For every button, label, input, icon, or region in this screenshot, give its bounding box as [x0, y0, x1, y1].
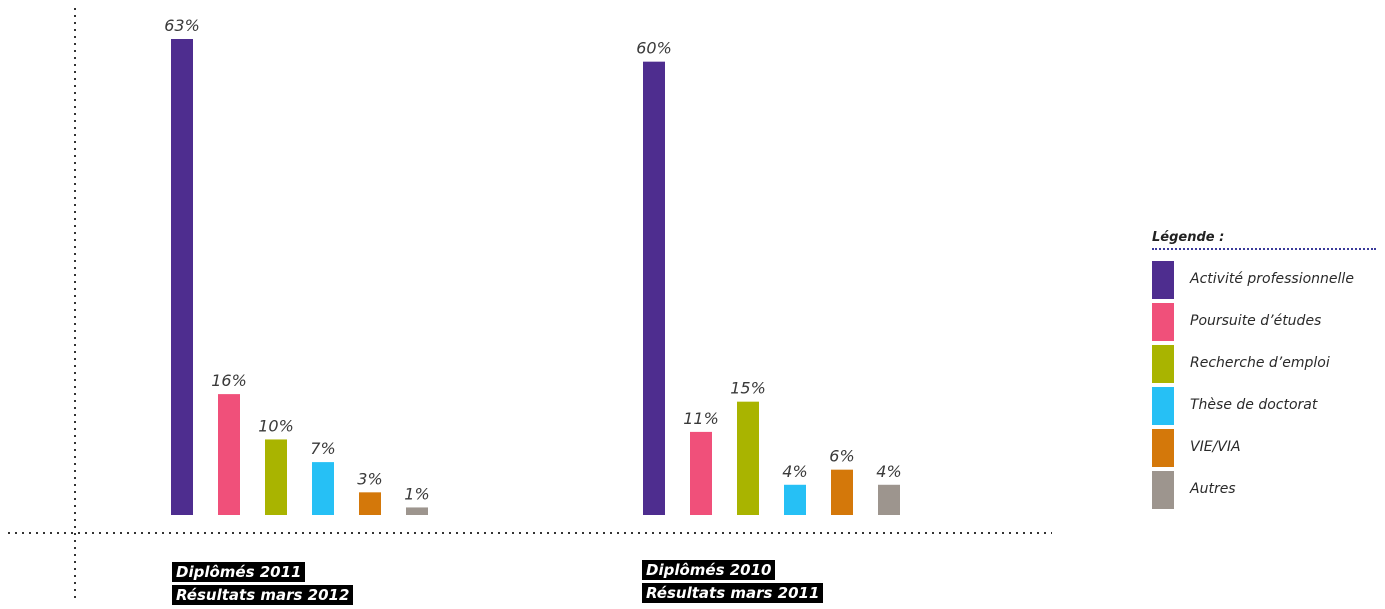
bars-layer: [171, 39, 900, 516]
bar-diplomes-2011-vie-via: [359, 492, 381, 515]
legend-swatch: [1152, 429, 1174, 467]
legend-title: Légende :: [1152, 230, 1225, 245]
legend-item-recherche: Recherche d’emploi: [1152, 345, 1376, 387]
bar-diplomes-2010-activite-professionnelle: [643, 61, 665, 516]
group-caption-2010: Diplômés 2010 Résultats mars 2011: [642, 560, 824, 606]
legend-swatch: [1152, 471, 1174, 509]
group-caption-2011: Diplômés 2011 Résultats mars 2012: [172, 562, 354, 608]
legend-label: Activité professionnelle: [1190, 271, 1354, 287]
value-label-diplomes-2010-poursuite-d-etudes: 11%: [683, 409, 719, 428]
bar-chart: 63% 16% 10% 7% 3% 1% 60% 11% 15% 4% 6% 4%: [8, 8, 1052, 600]
value-label-diplomes-2011-vie-via: 3%: [357, 469, 382, 488]
value-label-diplomes-2010-activite-professionnelle: 60%: [636, 39, 672, 58]
legend-swatch: [1152, 261, 1174, 299]
value-label-diplomes-2010-vie-via: 6%: [829, 447, 854, 466]
value-label-diplomes-2011-autres: 1%: [404, 484, 429, 503]
legend-swatch: [1152, 345, 1174, 383]
value-label-diplomes-2010-recherche-d-emploi: 15%: [730, 379, 766, 398]
legend-label: Thèse de doctorat: [1190, 397, 1318, 413]
value-label-diplomes-2011-recherche-d-emploi: 10%: [258, 416, 294, 435]
bar-diplomes-2010-autres: [878, 484, 900, 515]
legend-item-vie-via: VIE/VIA: [1152, 429, 1376, 471]
legend-label: VIE/VIA: [1190, 439, 1241, 455]
legend-item-autres: Autres: [1152, 471, 1376, 513]
caption-diplomes-2011: Diplômés 2011: [172, 562, 306, 582]
bar-diplomes-2010-vie-via: [831, 469, 853, 515]
bar-diplomes-2011-autres: [406, 507, 428, 515]
caption-resultats-2012: Résultats mars 2012: [172, 585, 354, 605]
value-label-diplomes-2011-poursuite-d-etudes: 16%: [211, 371, 247, 390]
caption-resultats-2011: Résultats mars 2011: [642, 583, 824, 603]
value-label-diplomes-2011-these-de-doctorat: 7%: [310, 439, 335, 458]
legend-swatch: [1152, 303, 1174, 341]
chart-legend: Légende : Activité professionnelle Pours…: [1152, 228, 1376, 513]
value-label-diplomes-2011-activite-professionnelle: 63%: [164, 16, 200, 35]
bar-diplomes-2011-poursuite-d-etudes: [218, 394, 240, 515]
value-label-diplomes-2010-these-de-doctorat: 4%: [782, 462, 807, 481]
bar-diplomes-2011-recherche-d-emploi: [265, 439, 287, 515]
bar-diplomes-2011-activite-professionnelle: [171, 39, 193, 515]
caption-diplomes-2010: Diplômés 2010: [642, 560, 776, 580]
legend-separator: [1152, 248, 1376, 250]
bar-diplomes-2011-these-de-doctorat: [312, 462, 334, 515]
legend-item-activite: Activité professionnelle: [1152, 261, 1376, 303]
bar-diplomes-2010-poursuite-d-etudes: [690, 431, 712, 515]
legend-item-poursuite: Poursuite d’études: [1152, 303, 1376, 345]
legend-item-these: Thèse de doctorat: [1152, 387, 1376, 429]
value-labels-layer: 63% 16% 10% 7% 3% 1% 60% 11% 15% 4% 6% 4%: [164, 16, 901, 503]
legend-label: Recherche d’emploi: [1190, 355, 1330, 371]
bar-diplomes-2010-recherche-d-emploi: [737, 401, 759, 515]
legend-label: Poursuite d’études: [1190, 313, 1322, 329]
value-label-diplomes-2010-autres: 4%: [876, 462, 901, 481]
legend-label: Autres: [1190, 481, 1236, 497]
bar-diplomes-2010-these-de-doctorat: [784, 484, 806, 515]
legend-swatch: [1152, 387, 1174, 425]
